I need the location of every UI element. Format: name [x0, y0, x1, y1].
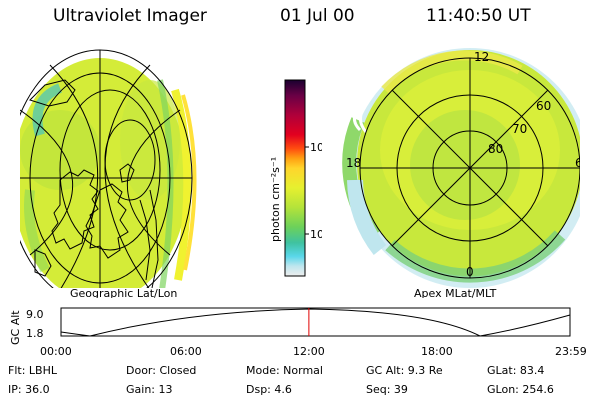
colorbar-tick-100: 100	[310, 141, 322, 154]
altitude-timeline: GC Alt 9.0 1.8 00:00 06:00 12:00 18:00 2…	[9, 307, 587, 358]
info-gain: Gain: 13	[126, 383, 173, 396]
mlt-label-dawn: 6	[575, 156, 580, 170]
image-time: 11:40:50 UT	[426, 6, 531, 26]
info-seq: Seq: 39	[366, 383, 408, 396]
color-scale-bar: 100 10 photon cm⁻²s⁻¹	[269, 79, 322, 277]
mlat-label-70: 70	[512, 122, 527, 136]
timeline-xtick-0000: 00:00	[40, 345, 72, 358]
info-gc-alt: GC Alt: 9.3 Re	[366, 364, 443, 377]
map-caption-apex: Apex MLat/MLT	[414, 287, 497, 298]
mlat-mlt-grid	[359, 57, 580, 279]
info-ip: IP: 36.0	[8, 383, 50, 396]
geographic-map-panel: Geographic Lat/Lon	[20, 49, 197, 298]
timeline-xtick-1200: 12:00	[293, 345, 325, 358]
timeline-xtick-0600: 06:00	[170, 345, 202, 358]
lat-lon-grid	[20, 49, 193, 288]
color-scale-gradient	[284, 79, 306, 277]
timeline-ytick-bottom: 1.8	[26, 327, 44, 340]
mlt-label-dusk: 18	[346, 156, 361, 170]
altitude-curve	[60, 308, 571, 337]
info-mode: Mode: Normal	[246, 364, 323, 377]
timeline-xtick-1800: 18:00	[421, 345, 453, 358]
apex-polar-map-panel: 12 18 6 0 60 70 80 Apex MLat/MLT	[342, 48, 580, 298]
timeline-xtick-2359: 23:59	[555, 345, 587, 358]
info-filter: Flt: LBHL	[8, 364, 57, 377]
timeline-frame	[60, 307, 571, 337]
colorbar-unit-label: photon cm⁻²s⁻¹	[269, 157, 282, 242]
info-dsp: Dsp: 4.6	[246, 383, 292, 396]
map-caption-geographic: Geographic Lat/Lon	[70, 287, 177, 298]
app-title: Ultraviolet Imager	[53, 6, 207, 26]
info-glon: GLon: 254.6	[487, 383, 554, 396]
mlt-label-noon: 12	[474, 50, 489, 64]
image-date: 01 Jul 00	[280, 6, 355, 26]
info-door: Door: Closed	[126, 364, 197, 377]
mlt-label-midnight: 0	[466, 265, 474, 279]
mlat-label-80: 80	[488, 142, 503, 156]
colorbar-tick-10: 10	[310, 228, 322, 241]
mlat-label-60: 60	[536, 99, 551, 113]
timeline-axis-label: GC Alt	[9, 310, 22, 345]
info-glat: GLat: 83.4	[487, 364, 545, 377]
timeline-ytick-top: 9.0	[26, 308, 44, 321]
continent-outlines	[29, 79, 159, 288]
